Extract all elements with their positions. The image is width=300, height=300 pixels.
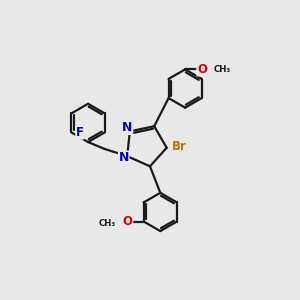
Text: CH₃: CH₃: [214, 65, 231, 74]
Text: F: F: [76, 126, 84, 139]
Text: N: N: [122, 122, 133, 134]
Text: O: O: [197, 63, 207, 76]
Text: O: O: [123, 215, 133, 228]
Text: Br: Br: [172, 140, 187, 153]
Text: N: N: [118, 151, 129, 164]
Text: CH₃: CH₃: [99, 218, 116, 227]
